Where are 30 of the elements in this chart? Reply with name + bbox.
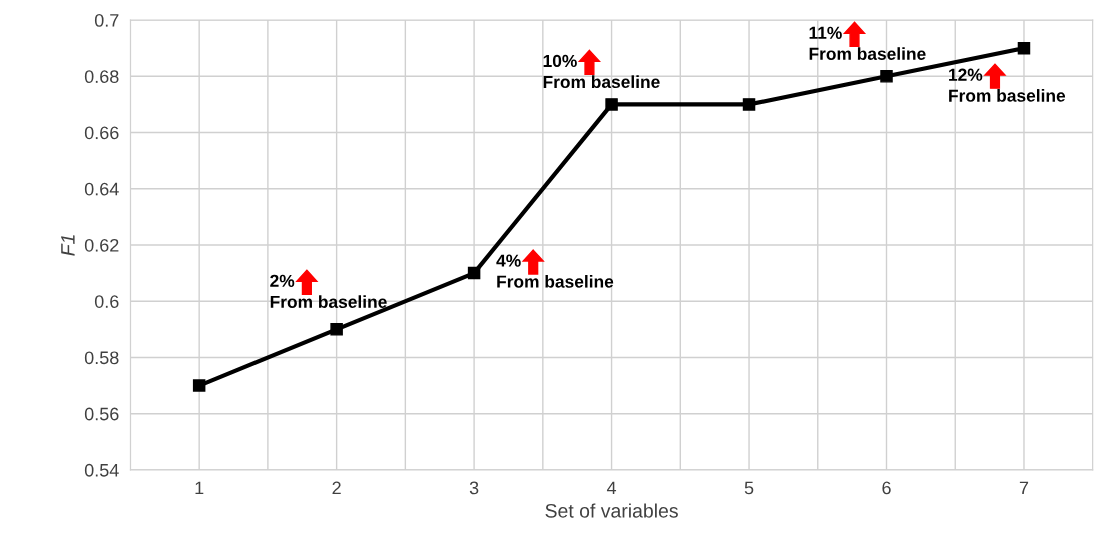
x-tick-label: 7 — [1019, 481, 1029, 495]
y-tick-label: 0.56 — [84, 407, 119, 421]
y-tick-label: 0.58 — [84, 351, 119, 365]
y-tick-label: 0.6 — [94, 295, 119, 308]
y-tick-label: 0.62 — [84, 238, 119, 252]
annotation: 11% From baseline — [809, 26, 926, 60]
point — [605, 98, 618, 111]
y-tick-label: 0.7 — [94, 13, 119, 27]
point — [467, 266, 481, 280]
x-tick-label: 6 — [882, 481, 891, 495]
y-tick-label: 0.54 — [84, 463, 119, 477]
x-tick-label: 4 — [606, 481, 617, 495]
annotation: 10% From baseline — [543, 54, 660, 89]
y-tick-label: 0.68 — [84, 70, 119, 84]
point — [1017, 41, 1031, 55]
y-tick-label: 0.66 — [84, 126, 119, 140]
x-tick-label: 5 — [744, 481, 754, 495]
x-tick-label: 1 — [195, 481, 204, 495]
point — [742, 98, 756, 111]
y-axis-title: F1 — [61, 235, 75, 256]
annotation: 2% From baseline — [270, 274, 387, 308]
x-tick-label: 2 — [332, 481, 341, 495]
y-tick-label: 0.64 — [84, 182, 119, 196]
point — [330, 323, 343, 336]
x-axis-title: Set of variables — [545, 503, 678, 518]
annotation: 12% From baseline — [949, 68, 1066, 102]
point — [192, 379, 206, 392]
point — [880, 70, 893, 83]
annotation: 4% From baseline — [496, 254, 614, 288]
x-tick-label: 3 — [469, 481, 479, 495]
